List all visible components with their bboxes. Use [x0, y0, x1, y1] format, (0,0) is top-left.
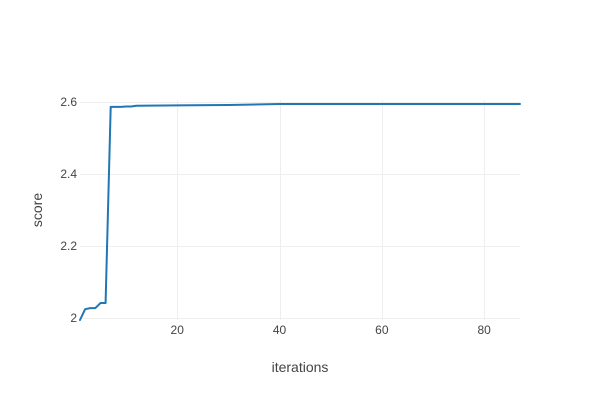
x-axis-title: iterations: [272, 359, 329, 375]
plot-area: [79, 102, 521, 321]
y-tick-label: 2.6: [60, 95, 77, 109]
x-tick-label: 40: [273, 323, 287, 337]
x-axis-ticks: 20 40 60 80: [171, 323, 492, 337]
grid: [80, 100, 520, 320]
x-tick-label: 60: [375, 323, 389, 337]
y-axis-ticks: 2 2.2 2.4 2.6: [60, 95, 77, 325]
x-tick-label: 20: [171, 323, 185, 337]
y-tick-label: 2: [70, 311, 77, 325]
y-tick-label: 2.2: [60, 239, 77, 253]
series-line: [79, 102, 521, 321]
y-tick-label: 2.4: [60, 167, 77, 181]
x-tick-label: 80: [478, 323, 492, 337]
y-axis-title: score: [29, 193, 45, 227]
